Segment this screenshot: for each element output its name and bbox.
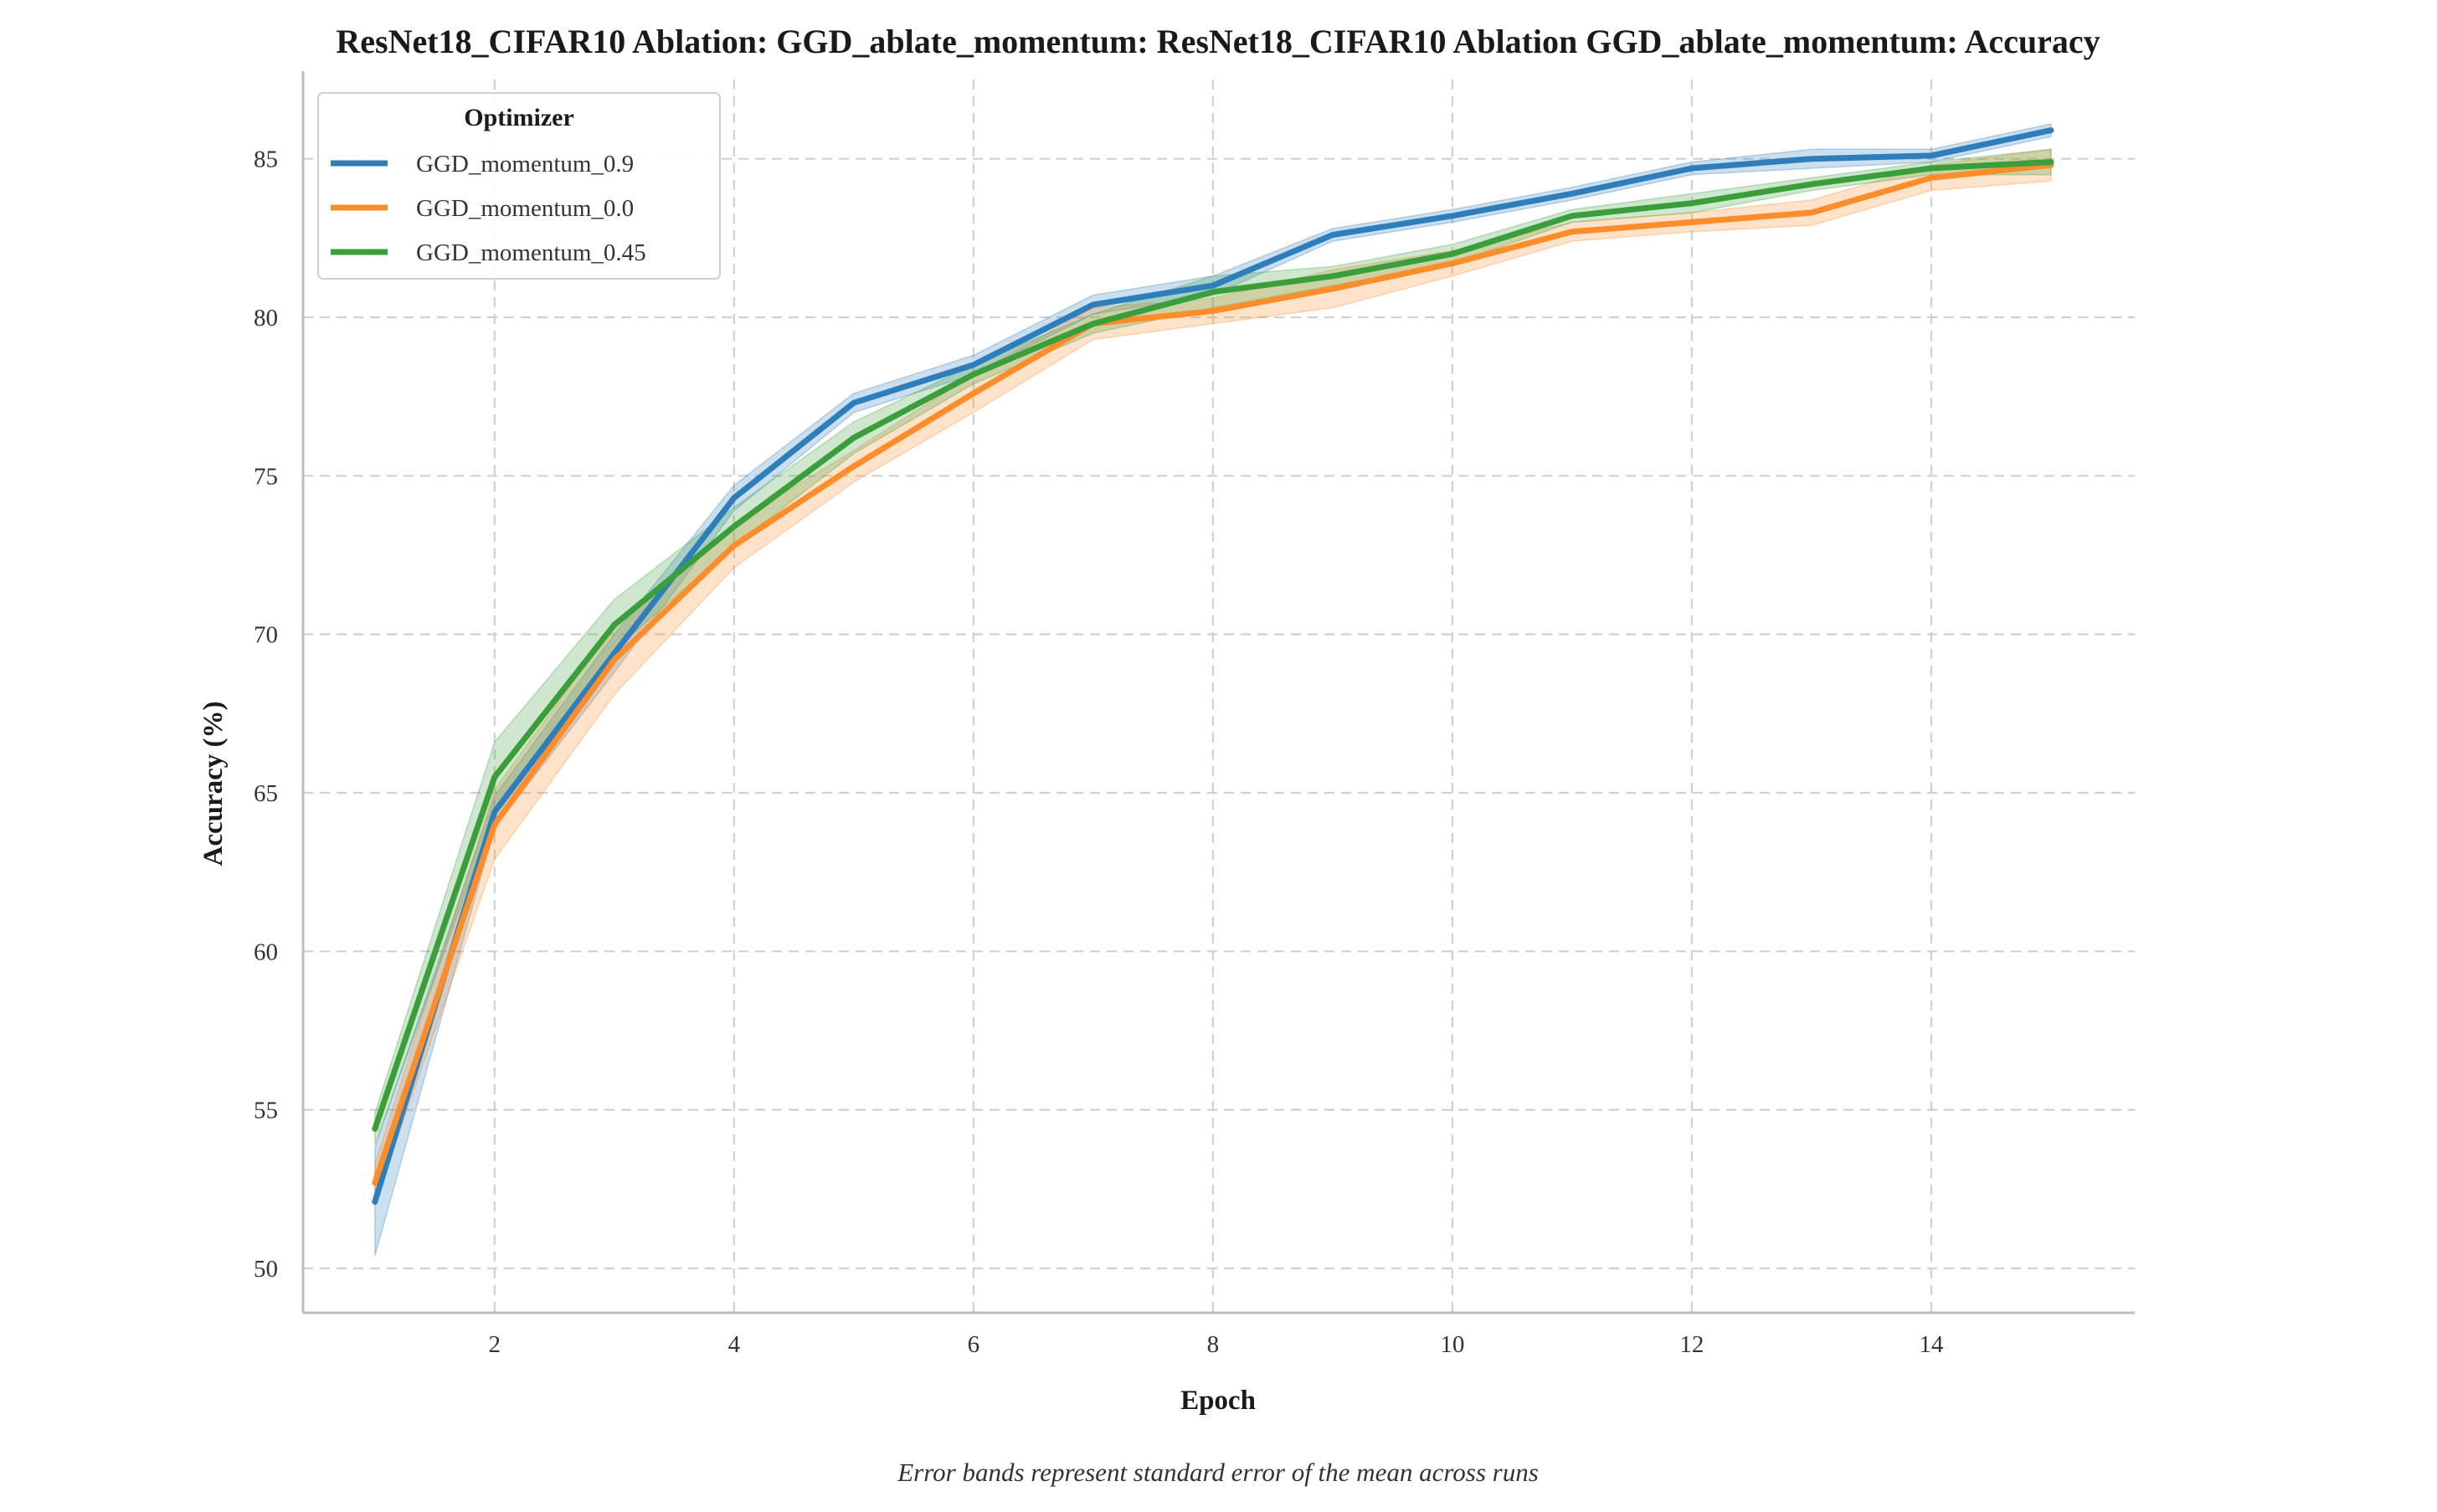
x-tick-label: 12 (1679, 1331, 1704, 1358)
legend-label: GGD_momentum_0.0 (416, 195, 634, 222)
legend-label: GGD_momentum_0.45 (416, 239, 646, 266)
series-lines (372, 127, 2054, 1205)
x-tick-label: 2 (489, 1331, 501, 1358)
series-line-GGD_momentum_0.45 (372, 159, 2054, 1132)
x-tick-label: 10 (1440, 1331, 1464, 1358)
legend-entries: GGD_momentum_0.9 GGD_momentum_0.0 GGD_mome… (331, 151, 646, 266)
axes (301, 71, 2135, 1314)
series-line-GGD_momentum_0.9 (372, 127, 2054, 1205)
series-line-GGD_momentum_0.0 (372, 162, 2054, 1186)
x-axis-label: Epoch (1180, 1386, 1256, 1416)
y-tick-label: 75 (254, 463, 278, 490)
x-tick-label: 14 (1919, 1331, 1944, 1358)
y-tick-label: 80 (254, 305, 278, 332)
y-tick-label: 50 (254, 1256, 278, 1283)
y-tick-label: 85 (254, 147, 278, 173)
legend-label: GGD_momentum_0.9 (416, 151, 634, 177)
x-tick-label: 4 (728, 1331, 741, 1358)
legend-box (317, 92, 721, 280)
y-tick-label: 70 (254, 622, 278, 649)
legend: Optimizer GGD_momentum_0.9GGD_momentum_0… (317, 92, 721, 280)
legend-title: Optimizer (464, 104, 574, 131)
tick-labels: 2 4 6 8 10 12 14 50 55 60 65 70 75 80 85 (254, 147, 1944, 1358)
y-tick-label: 55 (254, 1098, 278, 1124)
y-tick-label: 60 (254, 939, 278, 965)
error-band-GGD_momentum_0.9 (374, 123, 2052, 1257)
x-tick-label: 6 (968, 1331, 980, 1358)
y-axis-label: Accuracy (%) (198, 701, 229, 866)
y-tick-label: 65 (254, 780, 278, 807)
caption: Error bands represent standard error of … (897, 1458, 1539, 1487)
x-tick-label: 8 (1207, 1331, 1220, 1358)
chart-title: ResNet18_CIFAR10 Ablation: GGD_ablate_mo… (336, 23, 2100, 60)
